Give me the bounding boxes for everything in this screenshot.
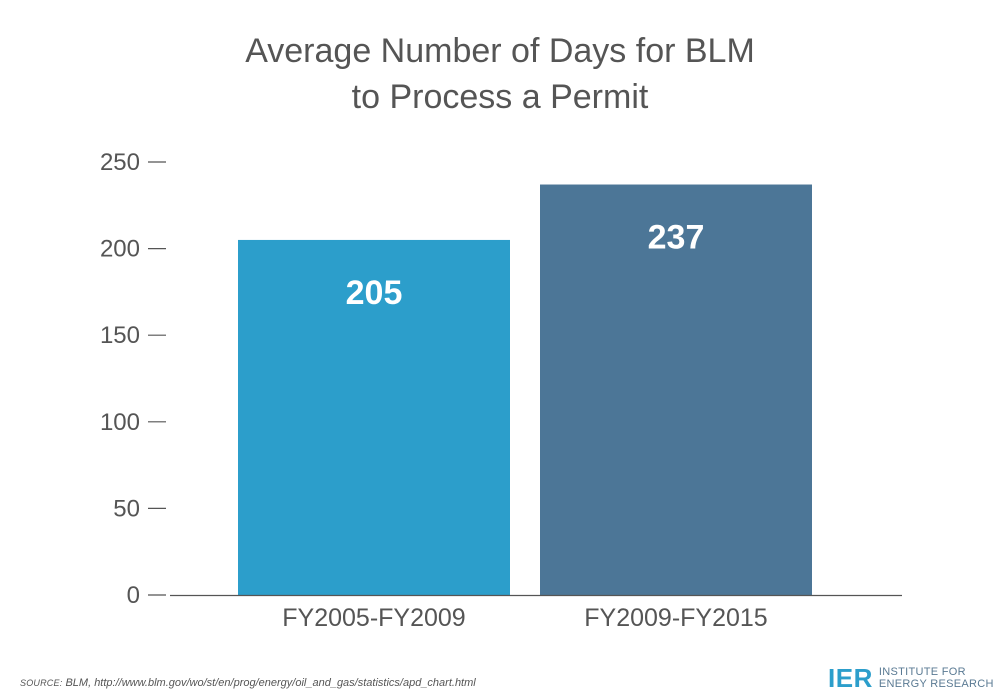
bar-1 (238, 239, 510, 595)
logo-mark: IER (828, 662, 873, 693)
chart-title-line-2: to Process a Permit (351, 78, 649, 116)
logo-text-line-1: INSTITUTE FOR (878, 666, 966, 678)
y-tick-label-50: 50 (113, 495, 140, 522)
logo-text: INSTITUTE FOR ENERGY RESEARCH (879, 666, 994, 690)
bar-2 (540, 184, 812, 596)
source-prefix: Source: (20, 678, 63, 688)
ier-logo: IER INSTITUTE FOR ENERGY RESEARCH (828, 662, 994, 693)
x-category-label-1: FY2005-FY2009 (282, 604, 465, 632)
chart-title-line-1: Average Number of Days for BLM (245, 32, 755, 70)
data-label-1: 205 (346, 274, 403, 312)
chart-title: Average Number of Days for BLM to Proces… (0, 28, 1000, 120)
y-tick-label-200: 200 (100, 236, 140, 263)
y-tick-label-100: 100 (100, 409, 140, 436)
logo-text-line-2: ENERGY RESEARCH (878, 678, 994, 690)
y-tick-label-150: 150 (100, 322, 140, 349)
y-tick-label-0: 0 (127, 582, 140, 609)
data-label-2: 237 (648, 219, 705, 257)
source-note: Source: BLM, http://www.blm.gov/wo/st/en… (20, 677, 476, 689)
source-text: BLM, http://www.blm.gov/wo/st/en/prog/en… (62, 677, 476, 689)
y-tick-label-250: 250 (100, 149, 140, 176)
x-category-label-2: FY2009-FY2015 (584, 604, 767, 632)
